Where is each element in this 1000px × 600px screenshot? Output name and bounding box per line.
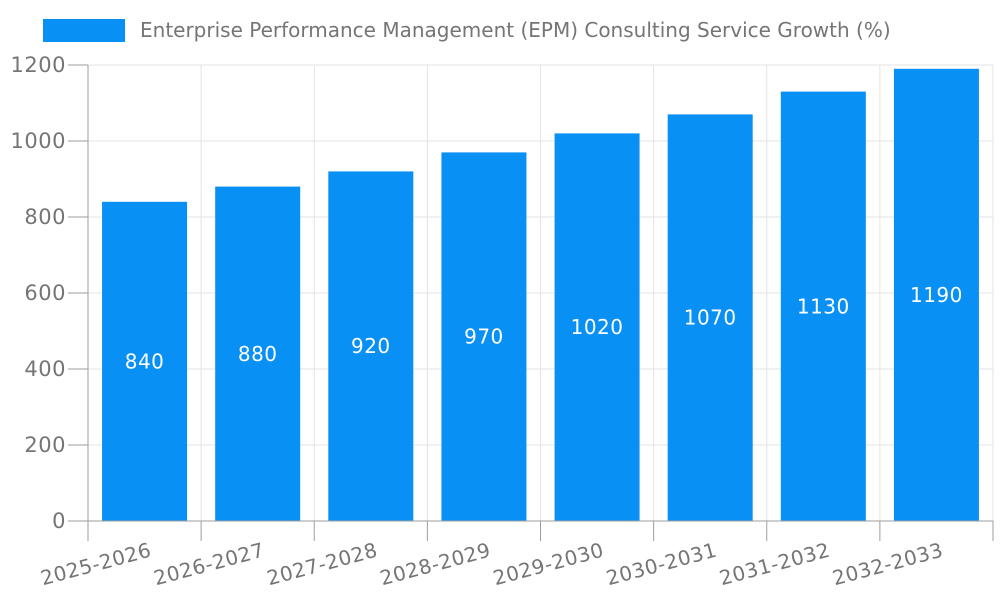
x-tick-label: 2027-2028 <box>264 538 380 591</box>
bar[interactable] <box>667 114 753 522</box>
y-tick-label: 0 <box>52 509 66 533</box>
bar[interactable] <box>893 68 979 522</box>
bar-value-label: 840 <box>125 349 165 373</box>
legend-swatch <box>43 18 125 42</box>
x-tick-label: 2031-2032 <box>717 538 833 591</box>
bar[interactable] <box>328 171 414 521</box>
x-tick-label: 2028-2029 <box>377 538 493 591</box>
bar-value-label: 1020 <box>571 315 624 339</box>
x-tick-label: 2026-2027 <box>151 538 267 591</box>
bar-value-label: 970 <box>464 325 504 349</box>
bar[interactable] <box>102 201 188 522</box>
y-tick-label: 1200 <box>11 53 66 77</box>
bar-value-label: 1070 <box>684 306 737 330</box>
legend-label: Enterprise Performance Management (EPM) … <box>140 18 891 42</box>
x-tick-label: 2025-2026 <box>38 538 154 591</box>
bar[interactable] <box>215 186 301 521</box>
y-tick-label: 400 <box>24 357 66 381</box>
bar[interactable] <box>780 91 866 521</box>
y-tick-label: 600 <box>24 281 66 305</box>
bar-value-label: 1130 <box>797 294 850 318</box>
bar-value-label: 920 <box>351 334 391 358</box>
bar-value-label: 1190 <box>910 283 963 307</box>
y-tick-label: 200 <box>24 433 66 457</box>
x-tick-label: 2032-2033 <box>830 538 946 591</box>
legend[interactable]: Enterprise Performance Management (EPM) … <box>43 18 891 42</box>
bar[interactable] <box>554 133 640 521</box>
y-tick-label: 800 <box>24 205 66 229</box>
bar[interactable] <box>441 152 527 521</box>
y-tick-label: 1000 <box>11 129 66 153</box>
x-tick-label: 2030-2031 <box>604 538 720 591</box>
x-tick-label: 2029-2030 <box>490 538 606 591</box>
bar-value-label: 880 <box>238 342 278 366</box>
